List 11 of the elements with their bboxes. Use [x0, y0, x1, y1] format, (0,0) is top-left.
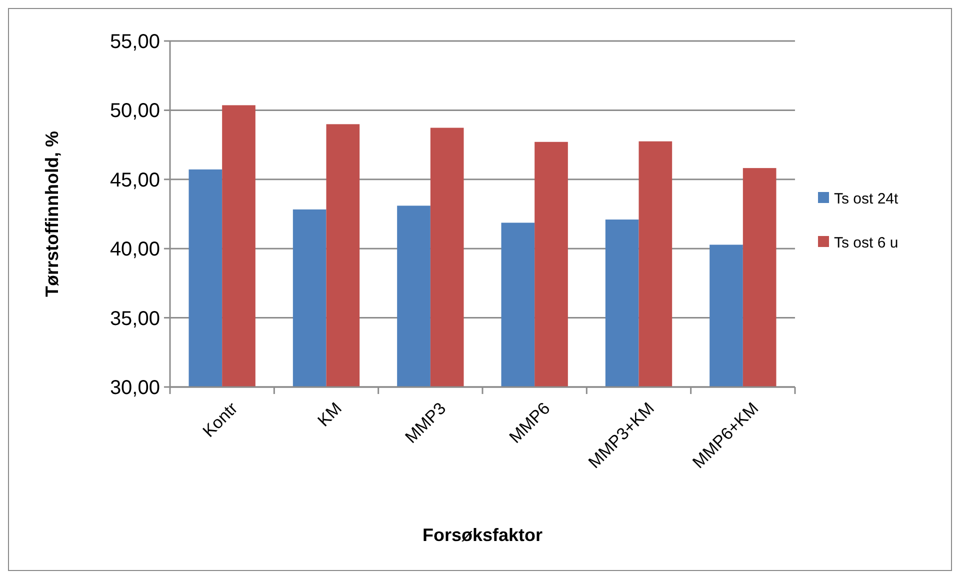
y-tick-label: 55,00 — [110, 31, 160, 53]
y-tick-label: 45,00 — [110, 169, 160, 192]
legend-label: Ts ost 24t — [834, 190, 900, 208]
legend-label: Ts ost 6 u — [834, 234, 898, 252]
y-tick-label: 50,00 — [110, 100, 160, 122]
y-tick-label: 35,00 — [110, 308, 160, 330]
x-axis-title: Forsøksfaktor — [422, 525, 543, 545]
x-tick-label: KM — [314, 398, 346, 430]
y-axis-title: Tørrstoffinnhold, % — [42, 131, 62, 297]
y-tick-label: 40,00 — [110, 238, 160, 261]
y-tick-label: 30,00 — [110, 377, 160, 399]
